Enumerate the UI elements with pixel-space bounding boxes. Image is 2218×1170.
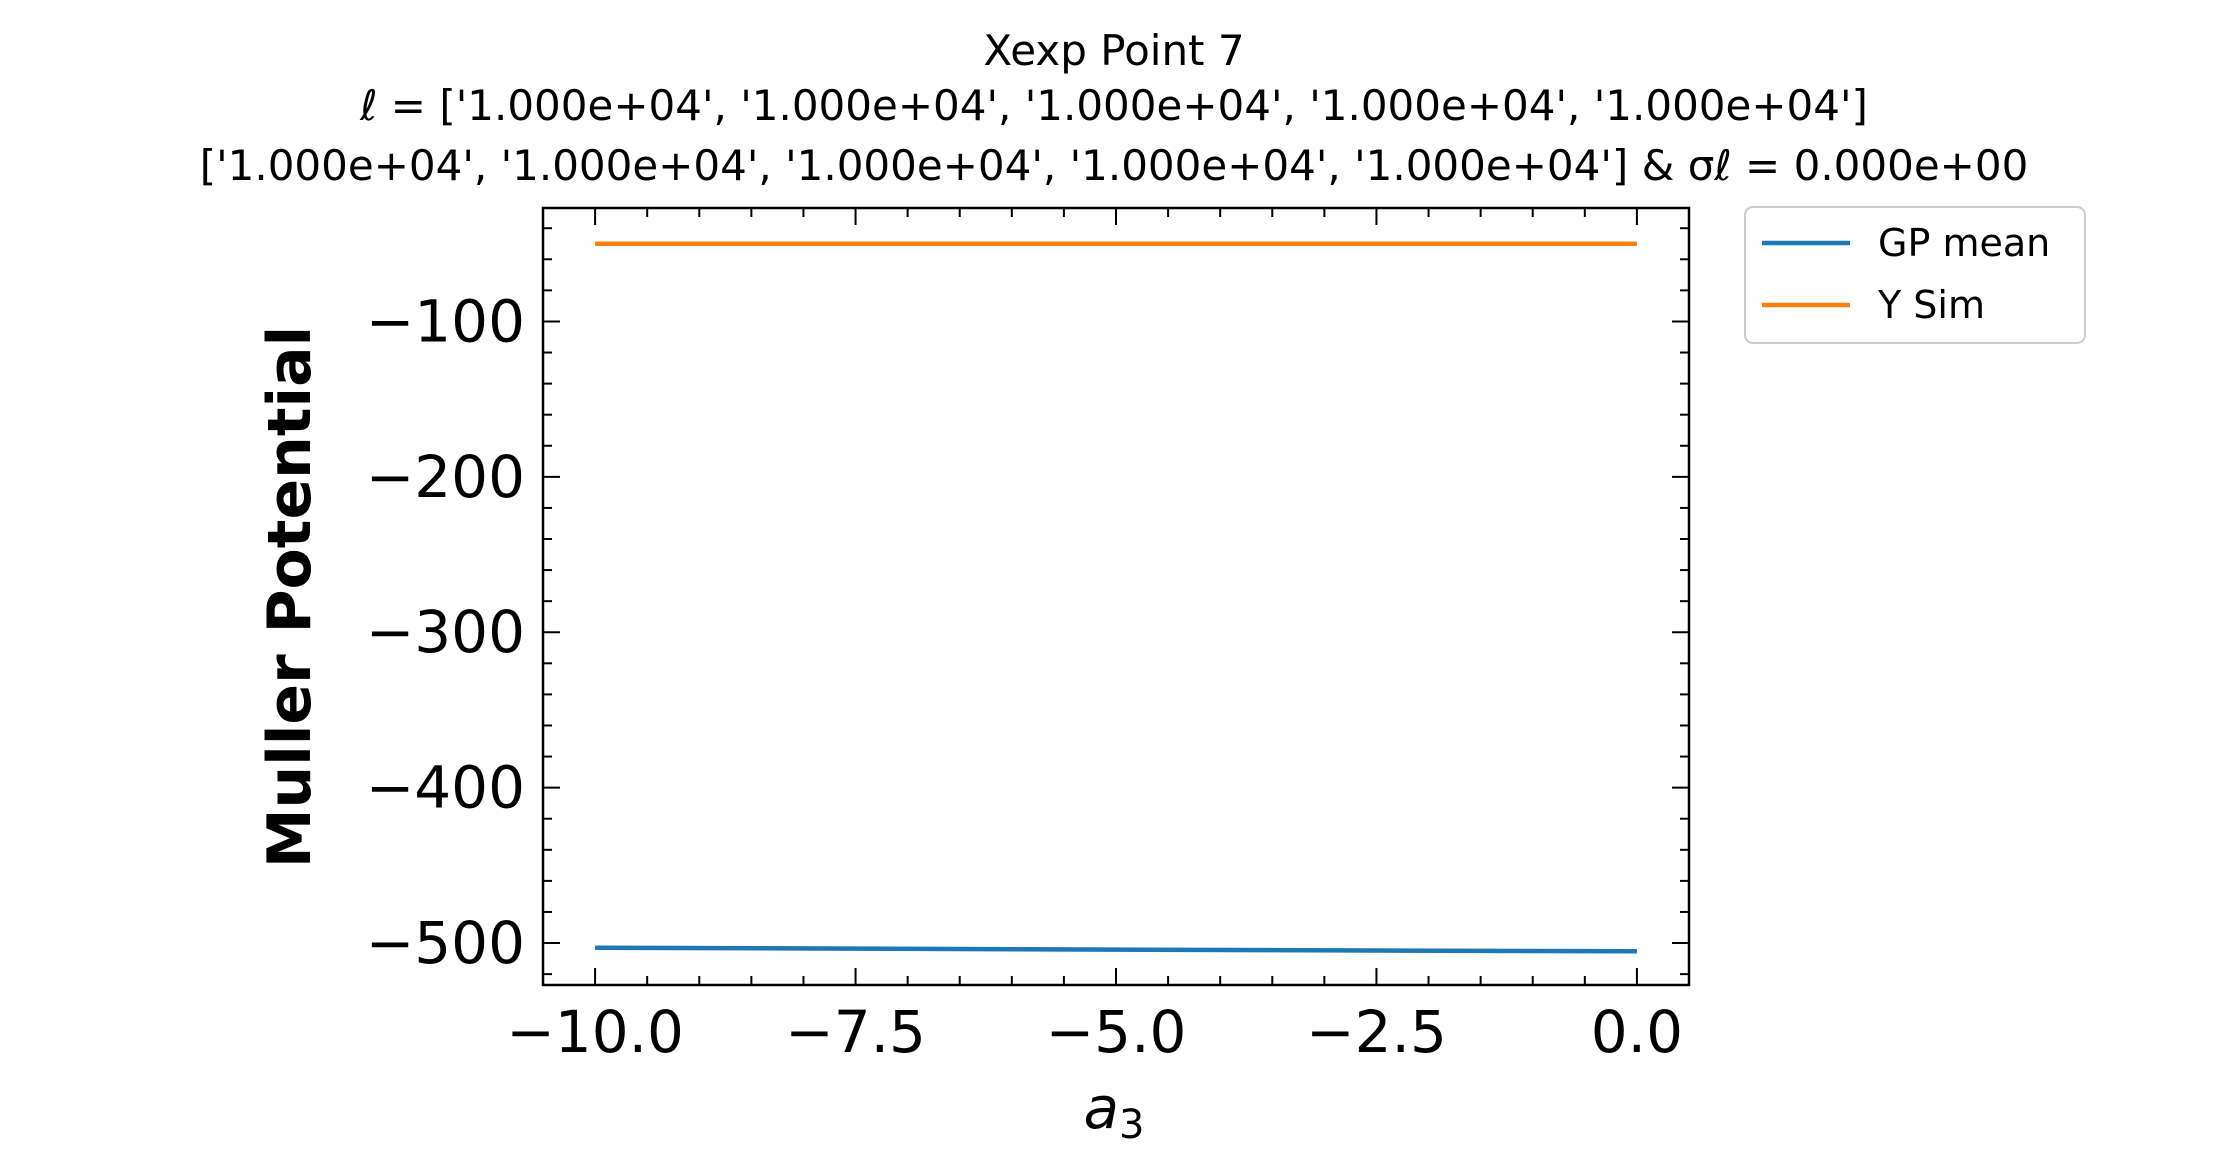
x-tick-label: −10.0 (506, 998, 684, 1066)
y-tick-label: −500 (366, 909, 525, 977)
plot-border (541, 206, 1691, 987)
y-tick-label: −400 (366, 754, 525, 822)
title-line-2: ℓ = ['1.000e+04', '1.000e+04', '1.000e+0… (359, 81, 1868, 130)
x-tick-label: −2.5 (1306, 998, 1447, 1066)
x-axis: −10.0 −7.5 −5.0 −2.5 0.0 (506, 208, 1690, 1066)
x-axis-label-subscript: 3 (1119, 1102, 1144, 1148)
y-axis: −100 −200 −300 −400 −500 (366, 227, 1689, 977)
series-line-gp-mean (595, 945, 1637, 954)
legend: GP mean Y Sim (1744, 206, 2086, 344)
y-tick-label: −200 (366, 443, 525, 511)
x-tick-label: 0.0 (1591, 998, 1683, 1066)
title-line-1: Xexp Point 7 (983, 26, 1244, 75)
chart-title: Xexp Point 7 ℓ = ['1.000e+04', '1.000e+04… (200, 26, 2029, 190)
plot-frame (541, 206, 1691, 987)
legend-entry: Y Sim (1877, 283, 1985, 327)
x-tick-label: −5.0 (1046, 998, 1187, 1066)
y-axis-label: Muller Potential (255, 326, 325, 868)
x-axis-label-symbol: a (1084, 1074, 1120, 1142)
y-tick-label: −100 (366, 287, 525, 355)
y-tick-label: −300 (366, 598, 525, 666)
x-tick-label: −7.5 (785, 998, 926, 1066)
legend-entry: GP mean (1878, 221, 2050, 265)
title-line-3: ['1.000e+04', '1.000e+04', '1.000e+04', … (200, 141, 2029, 190)
series-group (595, 241, 1637, 954)
x-axis-label: a3 (1084, 1074, 1145, 1148)
